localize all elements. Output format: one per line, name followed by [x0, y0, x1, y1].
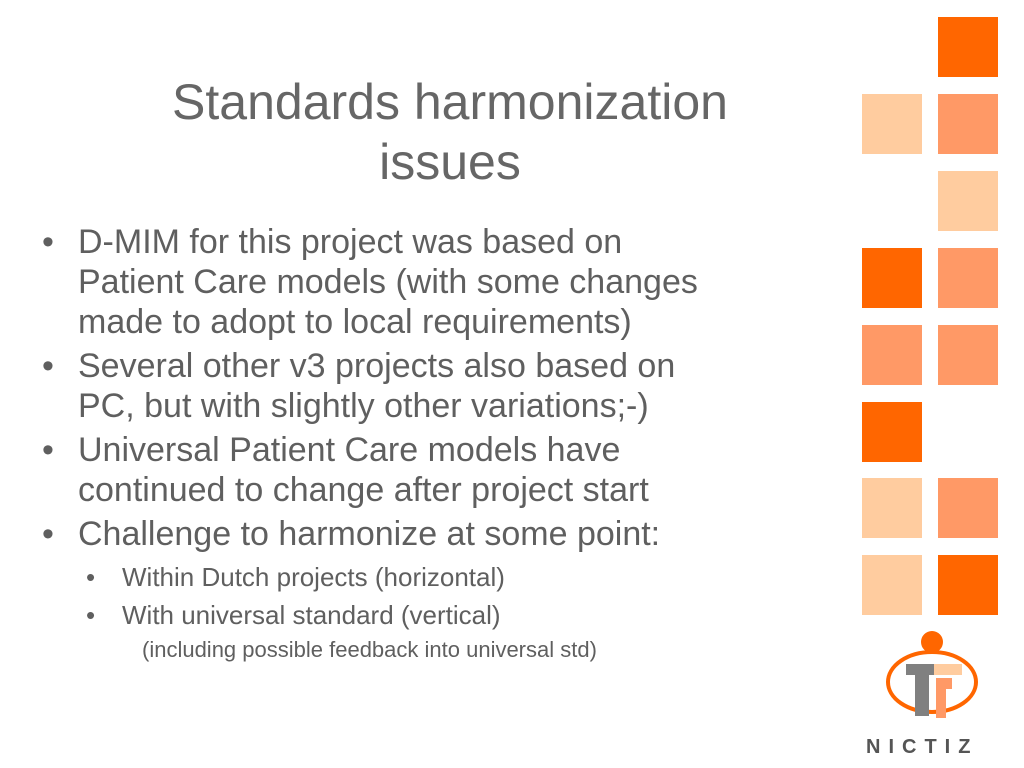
sub-bullet-text: Within Dutch projects (horizontal) [122, 562, 505, 592]
decorative-square [938, 171, 998, 231]
bullet-text-line: Challenge to harmonize at some point: [78, 515, 661, 553]
bullet-text-line: continued to change after project start [78, 471, 649, 509]
decorative-square [938, 17, 998, 77]
decorative-square [938, 94, 998, 154]
brand-name: NICTIZ [866, 736, 979, 758]
slide-title-line-1: Standards harmonization [172, 74, 728, 130]
decorative-square [938, 248, 998, 308]
nictiz-logo-icon [886, 631, 978, 718]
decorative-square [862, 478, 922, 538]
bullet-marker: • [42, 347, 54, 385]
bullet-text-line: made to adopt to local requirements) [78, 303, 632, 341]
decorative-square [862, 555, 922, 615]
sub-bullet-text: With universal standard (vertical) [122, 600, 501, 630]
bullet-item: • Universal Patient Care models have con… [40, 430, 830, 510]
sub-bullet-note: (including possible feedback into univer… [142, 637, 597, 662]
decorative-square [938, 555, 998, 615]
bullet-text-line: Universal Patient Care models have [78, 431, 621, 469]
bullet-marker: • [42, 431, 54, 469]
bullet-list: • D-MIM for this project was based on Pa… [40, 222, 830, 666]
decorative-square [938, 325, 998, 385]
decorative-square [862, 248, 922, 308]
decorative-square [938, 478, 998, 538]
bullet-marker: • [86, 562, 96, 592]
bullet-text-line: PC, but with slightly other variations;-… [78, 387, 649, 425]
bullet-item: • Several other v3 projects also based o… [40, 346, 830, 426]
bullet-marker: • [86, 600, 96, 630]
slide-title-line-2: issues [379, 134, 521, 190]
bullet-marker: • [42, 515, 54, 553]
decorative-square [862, 94, 922, 154]
slide-title: Standards harmonization issues [90, 72, 810, 192]
decorative-square [862, 325, 922, 385]
decorative-square [862, 402, 922, 462]
bullet-item: • Challenge to harmonize at some point: [40, 514, 830, 554]
bullet-marker: • [42, 223, 54, 261]
bullet-text-line: D-MIM for this project was based on [78, 223, 623, 261]
sub-bullet-item: • With universal standard (vertical) [40, 596, 830, 634]
bullet-text-line: Several other v3 projects also based on [78, 347, 676, 385]
bullet-text-line: Patient Care models (with some changes [78, 263, 698, 301]
sub-bullet-item: • Within Dutch projects (horizontal) [40, 558, 830, 596]
bullet-item: • D-MIM for this project was based on Pa… [40, 222, 830, 342]
